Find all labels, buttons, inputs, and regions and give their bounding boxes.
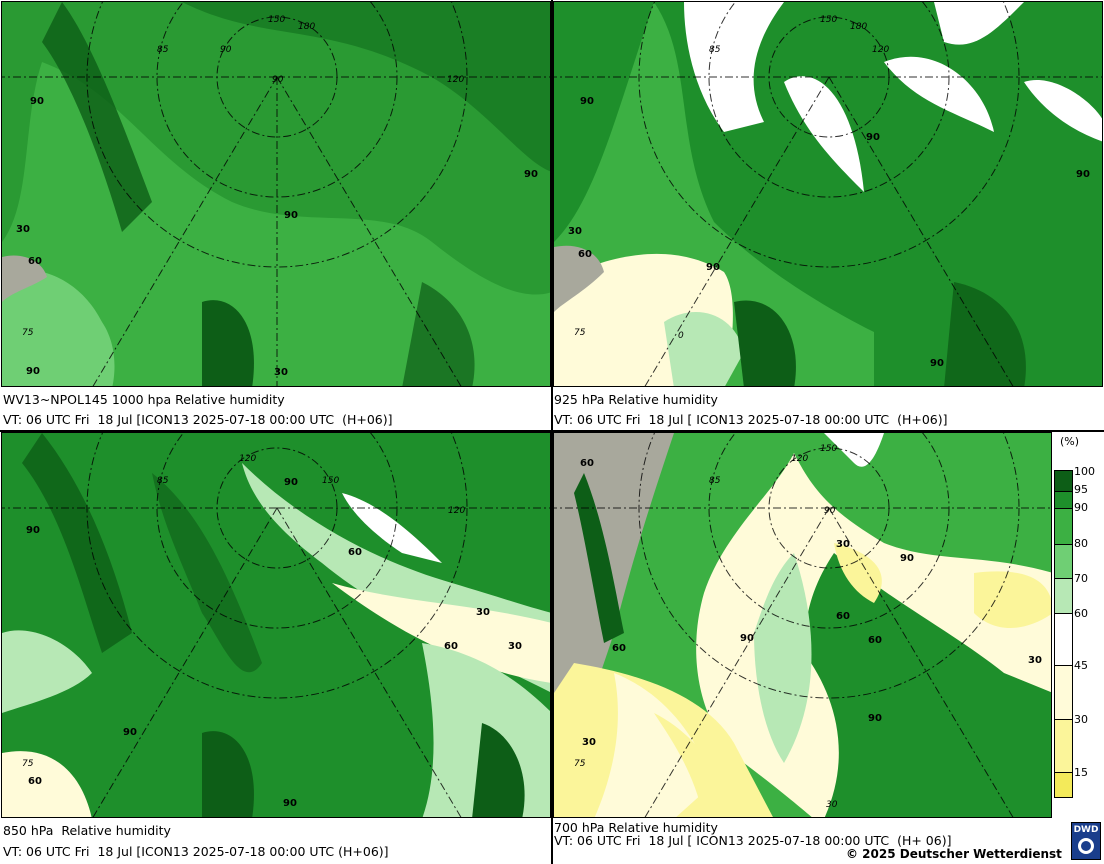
legend-unit: (%) xyxy=(1060,435,1080,448)
contour-label: 0 xyxy=(678,331,684,341)
legend-tick: 15 xyxy=(1074,766,1088,779)
map-panel-700hpa: 60 30 90 60 60 90 30 90 30 30 60 75 85 1… xyxy=(553,432,1052,818)
contour-label: 90 xyxy=(123,727,137,738)
contour-label: 90 xyxy=(26,525,40,536)
panel-divider-vertical xyxy=(551,0,553,864)
legend-swatch-95 xyxy=(1054,491,1073,509)
map-700hpa: 60 30 90 60 60 90 30 90 30 30 60 75 85 1… xyxy=(554,433,1051,817)
map-925hpa: 90 60 30 90 90 90 75 0 85 150 180 120 90 xyxy=(554,2,1102,386)
meridian-label: 85 xyxy=(157,476,169,486)
panel-validtime-1000hpa: VT: 06 UTC Fri 18 Jul [ICON13 2025-07-18… xyxy=(3,412,393,427)
contour-label: 90 xyxy=(866,132,880,143)
meridian-label: 85 xyxy=(157,45,169,55)
contour-label: 30 xyxy=(274,367,288,378)
map-panel-925hpa: 90 60 30 90 90 90 75 0 85 150 180 120 90 xyxy=(553,1,1103,387)
contour-label: 90 xyxy=(1076,169,1090,180)
legend-tick: 90 xyxy=(1074,501,1088,514)
panel-caption-925hpa: 925 hPa Relative humidity xyxy=(554,392,718,407)
copyright-notice: © 2025 Deutscher Wetterdienst xyxy=(846,847,1062,861)
legend-tick: 70 xyxy=(1074,572,1088,585)
meridian-label: 85 xyxy=(709,476,721,486)
legend-swatch-15 xyxy=(1054,772,1073,798)
legend-tick: 80 xyxy=(1074,537,1088,550)
contour-label: 90 xyxy=(580,96,594,107)
contour-label: 30 xyxy=(508,641,522,652)
meridian-label: 150 xyxy=(322,476,339,486)
legend-swatch-45 xyxy=(1054,665,1073,720)
legend-swatch-100 xyxy=(1054,470,1073,492)
meridian-label: 150 xyxy=(820,444,837,454)
meridian-label: 120 xyxy=(239,454,256,464)
contour-label: 60 xyxy=(868,635,882,646)
contour-label: 60 xyxy=(836,611,850,622)
contour-label: 30 xyxy=(836,539,850,550)
dwd-logo-text: DWD xyxy=(1073,825,1099,835)
contour-label: 30 xyxy=(1028,655,1042,666)
contour-label: 30 xyxy=(16,224,30,235)
panel-caption-700hpa: 700 hPa Relative humidity xyxy=(554,820,718,835)
contour-label: 90 xyxy=(283,798,297,809)
contour-label: 60 xyxy=(578,249,592,260)
meridian-label: 75 xyxy=(22,759,34,769)
panel-validtime-850hpa: VT: 06 UTC Fri 18 Jul [ICON13 2025-07-18… xyxy=(3,844,389,859)
meridian-label: 120 xyxy=(872,45,889,55)
contour-label: 90 xyxy=(284,210,298,221)
meridian-label: 120 xyxy=(448,506,465,516)
contour-label: 60 xyxy=(348,547,362,558)
meridian-label: 75 xyxy=(574,328,586,338)
legend-swatch-80 xyxy=(1054,544,1073,579)
meridian-label: 75 xyxy=(22,328,34,338)
meridian-label: 120 xyxy=(791,454,808,464)
panel-validtime-925hpa: VT: 06 UTC Fri 18 Jul [ ICON13 2025-07-1… xyxy=(554,412,948,427)
spiral-icon xyxy=(1078,838,1094,854)
meridian-label: 90 xyxy=(272,75,284,85)
contour-label: 90 xyxy=(284,477,298,488)
contour-label: 60 xyxy=(28,256,42,267)
meridian-label: 180 xyxy=(298,22,315,32)
contour-label: 30 xyxy=(582,737,596,748)
map-850hpa: 90 90 60 60 30 30 90 90 60 85 120 150 90… xyxy=(2,433,550,817)
contour-label: 90 xyxy=(26,366,40,377)
contour-label: 90 xyxy=(930,358,944,369)
contour-label: 90 xyxy=(900,553,914,564)
panel-caption-850hpa: 850 hPa Relative humidity xyxy=(3,823,171,838)
contour-label: 90 xyxy=(868,713,882,724)
legend-tick: 100 xyxy=(1074,465,1095,478)
legend-swatch-70 xyxy=(1054,578,1073,614)
contour-label: 60 xyxy=(612,643,626,654)
legend-swatch-60 xyxy=(1054,613,1073,666)
map-1000hpa: 90 60 30 90 90 75 85 90 120 150 180 90 9… xyxy=(2,2,550,386)
contour-label: 90 xyxy=(524,169,538,180)
meridian-label: 180 xyxy=(850,22,867,32)
map-panel-1000hpa: 90 60 30 90 90 75 85 90 120 150 180 90 9… xyxy=(1,1,551,387)
panel-divider-horizontal xyxy=(0,430,1104,432)
meridian-label: 75 xyxy=(574,759,586,769)
legend-tick: 60 xyxy=(1074,607,1088,620)
legend-tick: 45 xyxy=(1074,659,1088,672)
contour-label: 60 xyxy=(444,641,458,652)
contour-label: 90 xyxy=(706,262,720,273)
meridian-label: 150 xyxy=(820,15,837,25)
map-panel-850hpa: 90 90 60 60 30 30 90 90 60 85 120 150 90… xyxy=(1,432,551,818)
contour-label: 90 xyxy=(30,96,44,107)
meridian-label: 150 xyxy=(268,15,285,25)
meridian-label: 90 xyxy=(824,506,836,516)
contour-label: 30 xyxy=(826,800,838,810)
contour-label: 30 xyxy=(568,226,582,237)
contour-label: 60 xyxy=(28,776,42,787)
meridian-label: 90 xyxy=(220,45,232,55)
dwd-logo: DWD xyxy=(1071,822,1101,860)
color-legend: (%) 100 95 90 80 70 60 45 30 15 xyxy=(1052,434,1102,804)
meridian-label: 85 xyxy=(709,45,721,55)
legend-swatch-90 xyxy=(1054,508,1073,545)
panel-caption-1000hpa: WV13~NPOL145 1000 hpa Relative humidity xyxy=(3,392,285,407)
legend-tick: 30 xyxy=(1074,713,1088,726)
legend-tick: 95 xyxy=(1074,483,1088,496)
contour-label: 60 xyxy=(580,458,594,469)
legend-swatch-30 xyxy=(1054,719,1073,773)
contour-label: 30 xyxy=(476,607,490,618)
meridian-label: 120 xyxy=(447,75,464,85)
contour-label: 90 xyxy=(740,633,754,644)
panel-validtime-700hpa: VT: 06 UTC Fri 18 Jul [ ICON13 2025-07-1… xyxy=(554,833,952,848)
